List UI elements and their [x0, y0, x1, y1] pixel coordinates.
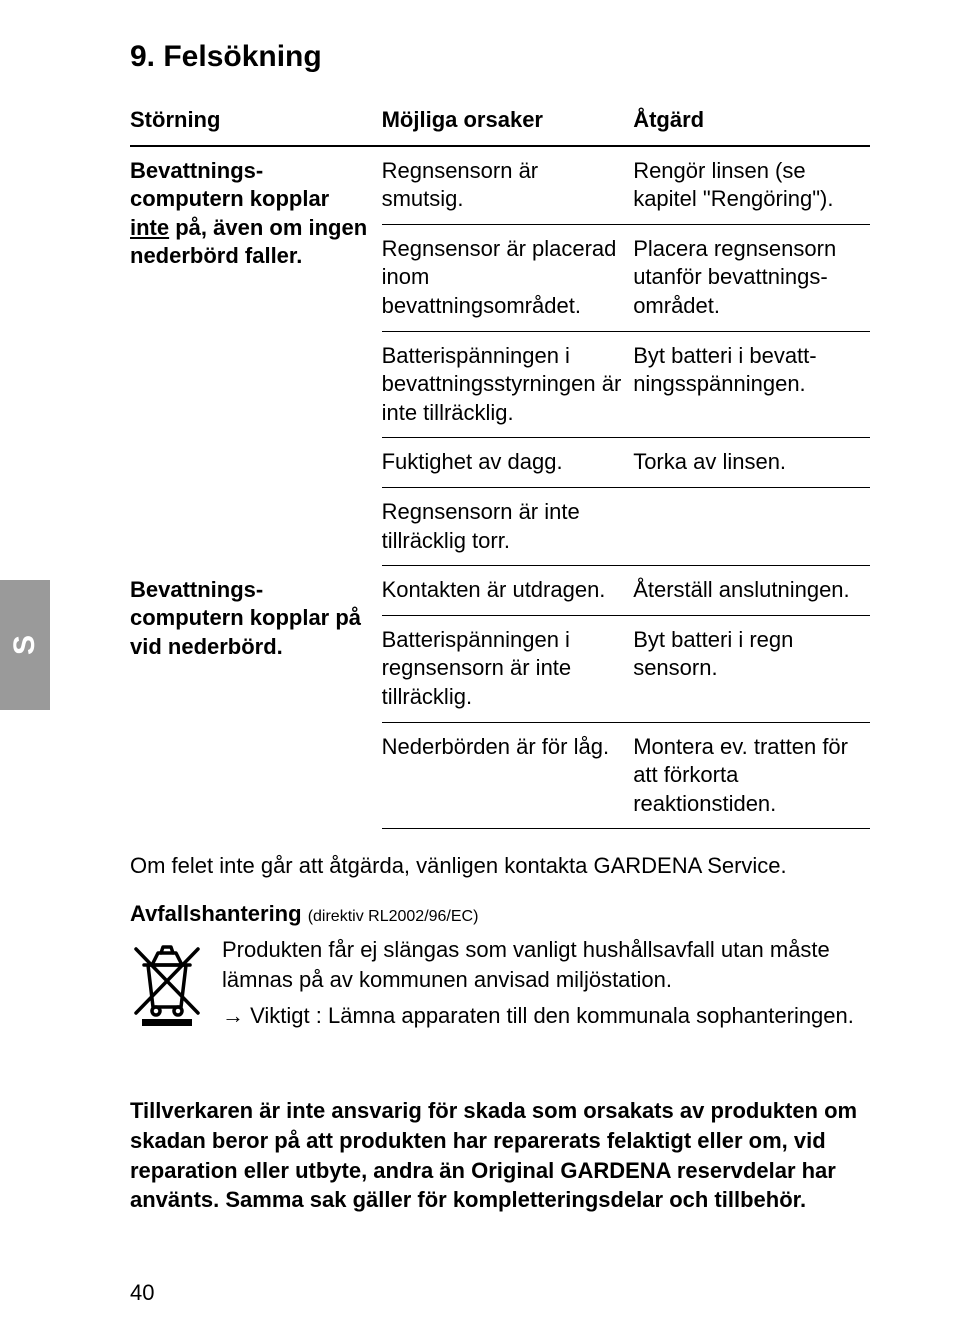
table-header-cause: Möjliga orsaker [382, 102, 634, 146]
remedy-cell: Montera ev. tratten för att förkorta rea… [633, 722, 870, 829]
cause-cell: Nederbörden är för låg. [382, 722, 634, 829]
cause-cell: Regnsensorn är inte tillräcklig torr. [382, 487, 634, 565]
remedy-cell: Placera regnsensorn utanför bevattnings-… [633, 224, 870, 331]
section-title: 9. Felsökning [130, 40, 870, 74]
weee-icon [130, 935, 204, 1027]
disposal-heading: Avfallshantering (direktiv RL2002/96/EC) [130, 901, 870, 927]
remedy-cell: Torka av linsen. [633, 438, 870, 488]
cause-cell: Batterispänningen i regnsensorn är inte … [382, 615, 634, 722]
troubleshooting-table: Störning Möjliga orsaker Åtgärd Bevattni… [130, 102, 870, 829]
page-number: 40 [130, 1280, 154, 1306]
cause-cell: Kontakten är utdragen. [382, 566, 634, 616]
cause-cell: Fuktighet av dagg. [382, 438, 634, 488]
remedy-cell: Rengör linsen (se kapitel "Rengöring"). [633, 146, 870, 225]
service-note: Om felet inte går att åtgärda, vänligen … [130, 853, 870, 879]
cause-cell: Regnsensorn är smutsig. [382, 146, 634, 225]
cause-cell: Regnsensor är placerad inom bevattningso… [382, 224, 634, 331]
side-tab-letter: S [8, 635, 42, 655]
remedy-cell: Återställ anslutningen. [633, 566, 870, 616]
disposal-text: Produkten får ej slängas som vanligt hus… [222, 935, 870, 1036]
remedy-cell [633, 487, 870, 565]
disposal-para-1: Produkten får ej slängas som vanligt hus… [222, 935, 870, 994]
remedy-cell: Byt batteri i bevatt-ningsspänningen. [633, 331, 870, 438]
side-tab: S [0, 580, 50, 710]
disposal-block: Produkten får ej slängas som vanligt hus… [130, 935, 870, 1036]
table-header-remedy: Åtgärd [633, 102, 870, 146]
problem-cell-2: Bevattnings-computern kopplar på vid ned… [130, 566, 382, 829]
cause-cell: Batterispänningen i bevattningsstyrninge… [382, 331, 634, 438]
table-header-problem: Störning [130, 102, 382, 146]
remedy-cell: Byt batteri i regn sensorn. [633, 615, 870, 722]
liability-note: Tillverkaren är inte ansvarig för skada … [130, 1096, 870, 1215]
disposal-para-2: → Viktigt : Lämna apparaten till den kom… [222, 1001, 870, 1031]
problem-cell-1: Bevattnings-computern kopplar inte på, ä… [130, 146, 382, 566]
